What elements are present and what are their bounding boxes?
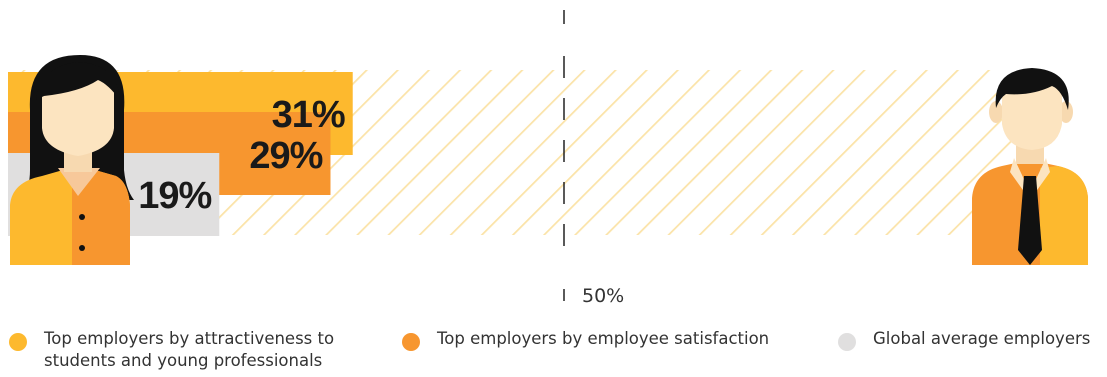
- man-icon: [972, 68, 1088, 265]
- legend-dot-global-average: [838, 333, 856, 351]
- midline-label: 50%: [582, 285, 624, 307]
- legend-dot-satisfaction: [402, 333, 420, 351]
- legend-dot-attractiveness: [9, 333, 27, 351]
- bar-label-satisfaction: 29%: [249, 135, 322, 177]
- legend: Top employers by attractiveness to stude…: [0, 328, 1107, 377]
- legend-label-global-average: Global average employers: [873, 329, 1091, 348]
- bar-label-attractiveness: 31%: [272, 94, 345, 136]
- chart: 31%29% 19% 50%: [8, 10, 1088, 307]
- bar-label-global-average: 19%: [138, 175, 211, 217]
- bar-labels-group: 31%29% 19%: [138, 94, 346, 217]
- legend-item-global-average: Global average employers: [838, 328, 1107, 351]
- woman-icon: [10, 55, 134, 265]
- legend-label-attractiveness: Top employers by attractiveness to stude…: [44, 329, 335, 370]
- legend-item-satisfaction: Top employers by employee satisfaction: [402, 328, 802, 351]
- legend-label-satisfaction: Top employers by employee satisfaction: [437, 329, 770, 348]
- legend-item-attractiveness: Top employers by attractiveness to stude…: [9, 328, 369, 372]
